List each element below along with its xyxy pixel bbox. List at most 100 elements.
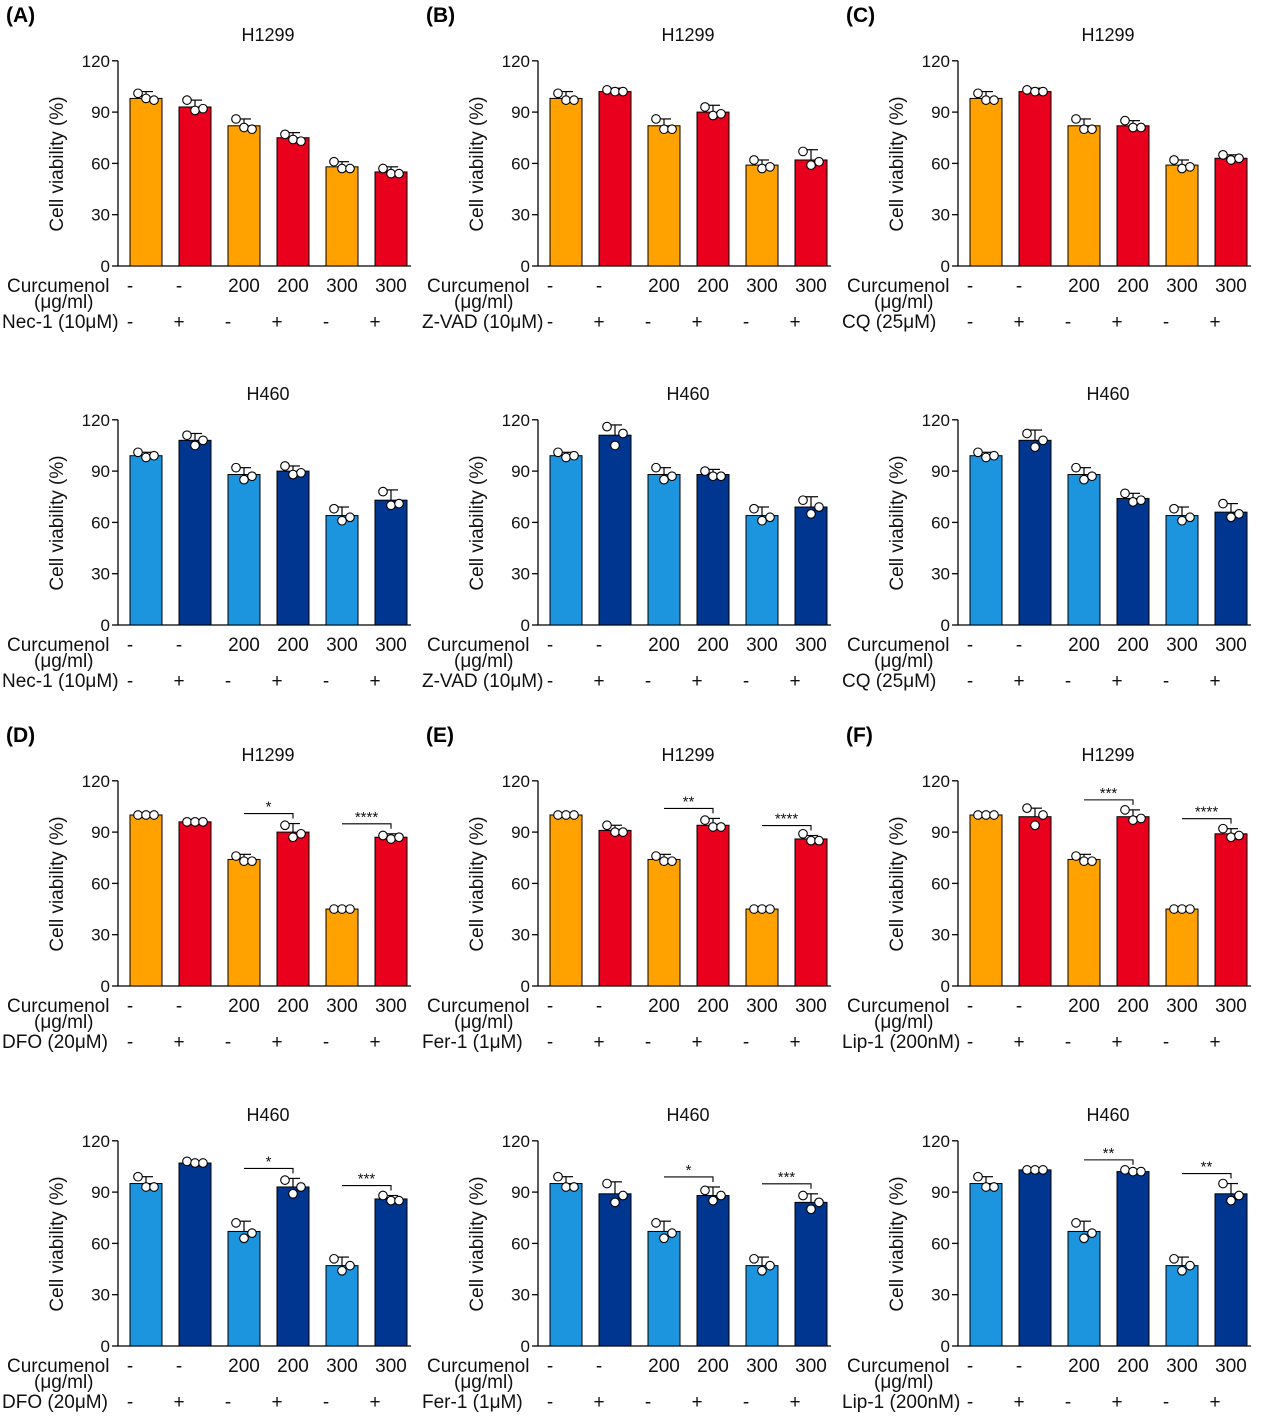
significance-label: * (686, 1162, 692, 1179)
curcumenol-dose: 300 (746, 635, 778, 656)
y-tick-label: 60 (91, 874, 110, 893)
inhibitor-present-mark: + (1111, 1032, 1122, 1053)
y-tick-label: 60 (91, 513, 110, 532)
data-point (133, 1171, 143, 1182)
curcumenol-dose: 300 (326, 996, 358, 1017)
inhibitor-absent-mark: - (645, 1032, 651, 1053)
data-point (798, 1190, 808, 1201)
bar (794, 159, 828, 267)
y-axis-title: Cell viability (%) (47, 816, 68, 951)
y-tick-label: 120 (922, 411, 950, 430)
data-point (1169, 904, 1179, 914)
data-point (765, 904, 775, 914)
curcumenol-unit: (μg/ml) (454, 651, 514, 672)
inhibitor-present-mark: + (593, 312, 604, 333)
bar (549, 814, 583, 987)
bar (745, 908, 779, 987)
data-point (602, 421, 612, 432)
y-tick-label: 0 (941, 977, 950, 996)
inhibitor-present-mark: + (691, 671, 702, 692)
bar (374, 836, 408, 987)
curcumenol-label: Curcumenol (847, 996, 949, 1017)
significance-bracket (1182, 818, 1232, 824)
curcumenol-dose: 300 (375, 1356, 407, 1377)
inhibitor-present-mark: + (593, 1392, 604, 1413)
y-tick-label: 120 (502, 772, 530, 791)
inhibitor-absent-mark: - (1065, 1032, 1071, 1053)
data-point (814, 156, 824, 167)
curcumenol-label: Curcumenol (427, 996, 529, 1017)
curcumenol-unit: (μg/ml) (34, 1372, 94, 1393)
data-point (806, 1204, 816, 1215)
inhibitor-present-mark: + (1209, 1032, 1220, 1053)
curcumenol-label: Curcumenol (7, 1356, 109, 1377)
curcumenol-dose: - (547, 1356, 553, 1377)
curcumenol-dose: - (176, 996, 182, 1017)
inhibitor-absent-mark: - (323, 312, 329, 333)
bar (1214, 511, 1248, 626)
significance-label: **** (1195, 804, 1219, 821)
y-axis-title: Cell viability (%) (887, 96, 908, 231)
y-tick-label: 0 (941, 257, 950, 276)
bar (647, 125, 681, 267)
data-point (1185, 1260, 1195, 1271)
bar (276, 137, 310, 267)
inhibitor-present-mark: + (691, 1392, 702, 1413)
data-point (700, 466, 710, 476)
inhibitor-present-mark: + (173, 312, 184, 333)
bar (374, 499, 408, 626)
curcumenol-unit: (μg/ml) (874, 1012, 934, 1033)
data-point (1169, 155, 1179, 165)
y-tick-label: 0 (521, 1337, 530, 1356)
data-point (141, 93, 151, 104)
curcumenol-dose: 200 (697, 996, 729, 1017)
data-point (1136, 813, 1146, 824)
inhibitor-absent-mark: - (1065, 312, 1071, 333)
curcumenol-dose: 200 (1068, 1356, 1100, 1377)
curcumenol-dose: 300 (1215, 996, 1247, 1017)
curcumenol-dose: - (967, 635, 973, 656)
inhibitor-absent-mark: - (1163, 671, 1169, 692)
chart-title: H460 (1086, 1105, 1129, 1125)
data-point (708, 822, 718, 832)
inhibitor-present-mark: + (1111, 1392, 1122, 1413)
curcumenol-dose: - (596, 996, 602, 1017)
significance-label: * (266, 799, 272, 816)
data-point (708, 1195, 718, 1206)
data-point (1038, 810, 1048, 820)
inhibitor-label: Lip-1 (200nM) (842, 1032, 960, 1053)
data-point (1169, 503, 1179, 514)
inhibitor-label: Z-VAD (10μM) (422, 312, 543, 333)
data-point (394, 168, 404, 179)
inhibitor-present-mark: + (1013, 1392, 1024, 1413)
data-point (231, 114, 241, 124)
data-point (198, 435, 208, 446)
curcumenol-dose: 200 (697, 635, 729, 656)
data-point (667, 124, 677, 135)
data-point (749, 904, 759, 914)
inhibitor-absent-mark: - (225, 1032, 231, 1053)
curcumenol-dose: 300 (795, 996, 827, 1017)
curcumenol-label: Curcumenol (847, 276, 949, 297)
chart-title: H460 (666, 1105, 709, 1125)
data-point (149, 1182, 159, 1192)
data-point (182, 816, 192, 827)
data-point (141, 810, 151, 820)
data-point (386, 1195, 396, 1206)
significance-bracket (664, 807, 714, 814)
inhibitor-present-mark: + (691, 312, 702, 333)
data-point (239, 856, 249, 867)
curcumenol-dose: - (596, 1356, 602, 1377)
data-point (288, 469, 298, 480)
curcumenol-dose: 300 (326, 635, 358, 656)
data-point (378, 486, 388, 497)
bar (325, 515, 359, 626)
curcumenol-dose: - (176, 276, 182, 297)
significance-bracket (762, 824, 812, 831)
inhibitor-label: DFO (20μM) (2, 1032, 108, 1053)
inhibitor-label: Z-VAD (10μM) (422, 671, 543, 692)
y-axis-title: Cell viability (%) (887, 455, 908, 590)
significance-bracket (762, 1183, 812, 1189)
bar (1067, 858, 1101, 987)
data-point (667, 856, 677, 867)
